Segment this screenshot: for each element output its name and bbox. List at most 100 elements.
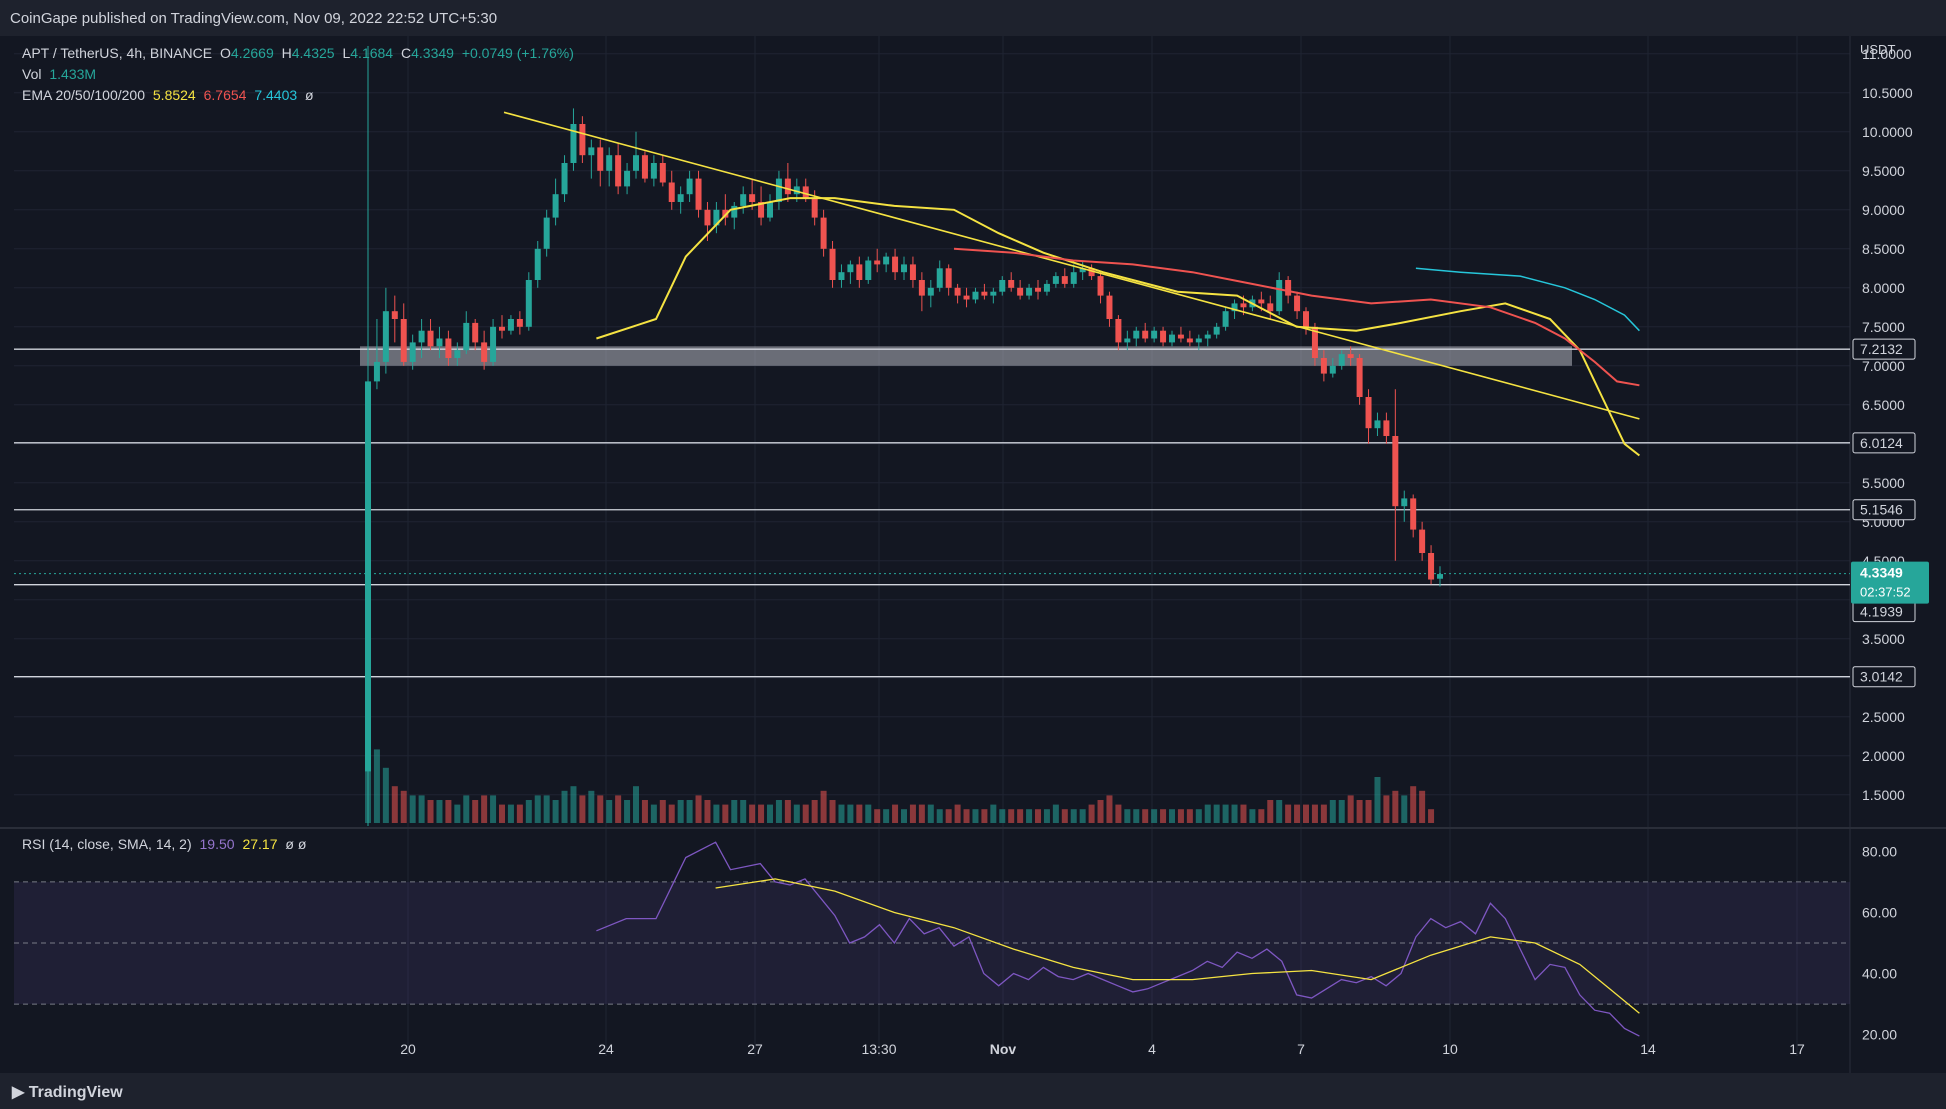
tradingview-logo[interactable]: ▶ TradingView bbox=[12, 1082, 123, 1102]
volume-bar bbox=[445, 800, 452, 823]
rsi-sma-line bbox=[715, 878, 1640, 1014]
high-label: H bbox=[281, 45, 292, 61]
volume-bar bbox=[767, 804, 773, 823]
candle-body bbox=[659, 163, 666, 183]
price-tick-label: 11.0000 bbox=[1862, 46, 1912, 62]
volume-bar bbox=[990, 804, 997, 823]
volume-bar bbox=[400, 790, 407, 823]
volume-bar bbox=[802, 804, 809, 823]
candle-body bbox=[1213, 326, 1220, 335]
x-tick-label: 24 bbox=[598, 1041, 614, 1057]
open-label: O bbox=[220, 45, 231, 61]
ema20-line bbox=[596, 197, 1641, 457]
tradingview-footer: ▶ TradingView bbox=[0, 1073, 1946, 1109]
candle-body bbox=[534, 248, 541, 280]
volume-bar bbox=[686, 800, 693, 823]
candle-body bbox=[1079, 268, 1086, 273]
candle-body bbox=[1231, 303, 1238, 312]
volume-bar bbox=[1097, 800, 1104, 823]
candle-body bbox=[624, 170, 631, 187]
close-value: 4.3349 bbox=[411, 45, 454, 61]
x-tick-label: 10 bbox=[1442, 1041, 1458, 1057]
candle-body bbox=[740, 194, 747, 206]
candle-body bbox=[1294, 295, 1301, 312]
candle-body bbox=[1374, 420, 1381, 429]
rsi-line bbox=[596, 841, 1640, 1037]
candle-body bbox=[1276, 280, 1283, 312]
volume-bar bbox=[1392, 790, 1399, 823]
last-price-label: 4.3349 bbox=[1860, 565, 1903, 581]
volume-bar bbox=[945, 809, 952, 823]
volume-bar bbox=[1419, 790, 1426, 823]
level-label-box bbox=[1852, 338, 1916, 360]
candle-body bbox=[901, 264, 907, 273]
candle-body bbox=[865, 260, 872, 280]
volume-bar bbox=[1294, 804, 1301, 823]
volume-bar bbox=[749, 804, 756, 823]
volume-bar bbox=[1035, 809, 1041, 823]
volume-bar bbox=[1249, 809, 1256, 823]
volume-bar bbox=[1008, 809, 1015, 823]
volume-bar bbox=[1356, 800, 1363, 823]
volume-bar bbox=[1276, 800, 1283, 823]
volume-bar bbox=[1285, 804, 1292, 823]
legend-rsi-row: RSI (14, close, SMA, 14, 2) 19.50 27.17 … bbox=[22, 836, 310, 852]
candle-body bbox=[436, 338, 443, 347]
volume-bar bbox=[1169, 809, 1175, 823]
volume-bar bbox=[454, 804, 461, 823]
volume-bar bbox=[731, 800, 738, 823]
volume-bar bbox=[668, 804, 675, 823]
volume-bar bbox=[1240, 804, 1247, 823]
candle-body bbox=[695, 178, 702, 210]
candle-body bbox=[552, 194, 559, 218]
legend-ema-row: EMA 20/50/100/200 5.8524 6.7654 7.4403 ø bbox=[22, 87, 318, 103]
candle-body bbox=[749, 194, 756, 202]
change-value: +0.0749 (+1.76%) bbox=[461, 45, 574, 61]
volume-bar bbox=[1213, 804, 1220, 823]
candle-body bbox=[1124, 338, 1131, 343]
volume-value: 1.433M bbox=[49, 66, 97, 82]
volume-bar bbox=[1070, 809, 1077, 823]
candle-body bbox=[722, 209, 729, 218]
ema100-line bbox=[1415, 267, 1640, 332]
candle-body bbox=[1392, 436, 1399, 507]
candle-body bbox=[615, 155, 622, 187]
candle-body bbox=[1410, 498, 1417, 530]
volume-bar bbox=[570, 786, 577, 823]
close-label: C bbox=[400, 45, 412, 61]
volume-bar bbox=[1017, 809, 1024, 823]
candle-body bbox=[1437, 574, 1443, 579]
candle-body bbox=[1356, 358, 1363, 397]
candle-body bbox=[668, 182, 675, 202]
candle-body bbox=[1106, 295, 1113, 319]
x-tick-label: 7 bbox=[1297, 1041, 1305, 1057]
candle-body bbox=[490, 326, 497, 362]
volume-bar bbox=[641, 800, 648, 823]
candle-body bbox=[811, 198, 818, 218]
high-value: 4.4325 bbox=[291, 45, 335, 61]
volume-bar bbox=[1329, 800, 1336, 823]
candle-body bbox=[856, 264, 863, 280]
price-tick-label: 9.5000 bbox=[1862, 163, 1905, 179]
candle-body bbox=[1052, 276, 1059, 284]
candle-body bbox=[1186, 338, 1193, 343]
candle-body bbox=[874, 260, 881, 265]
volume-bar bbox=[463, 795, 470, 823]
candle-body bbox=[802, 186, 809, 199]
candle-body bbox=[909, 264, 916, 280]
price-tick-label: 6.5000 bbox=[1862, 397, 1905, 413]
candle-body bbox=[927, 287, 934, 296]
countdown-label: 02:37:52 bbox=[1860, 585, 1911, 600]
ema50-line bbox=[953, 247, 1640, 387]
candle-body bbox=[1142, 330, 1149, 339]
volume-bar bbox=[1311, 804, 1318, 823]
volume-bar bbox=[1222, 804, 1229, 823]
candle-body bbox=[1303, 311, 1309, 327]
volume-bar bbox=[1106, 795, 1113, 823]
candle-body bbox=[1097, 276, 1104, 296]
candle-body bbox=[838, 272, 845, 280]
level-label-box bbox=[1852, 499, 1916, 521]
volume-bar bbox=[1142, 809, 1149, 823]
candle-body bbox=[427, 330, 434, 347]
